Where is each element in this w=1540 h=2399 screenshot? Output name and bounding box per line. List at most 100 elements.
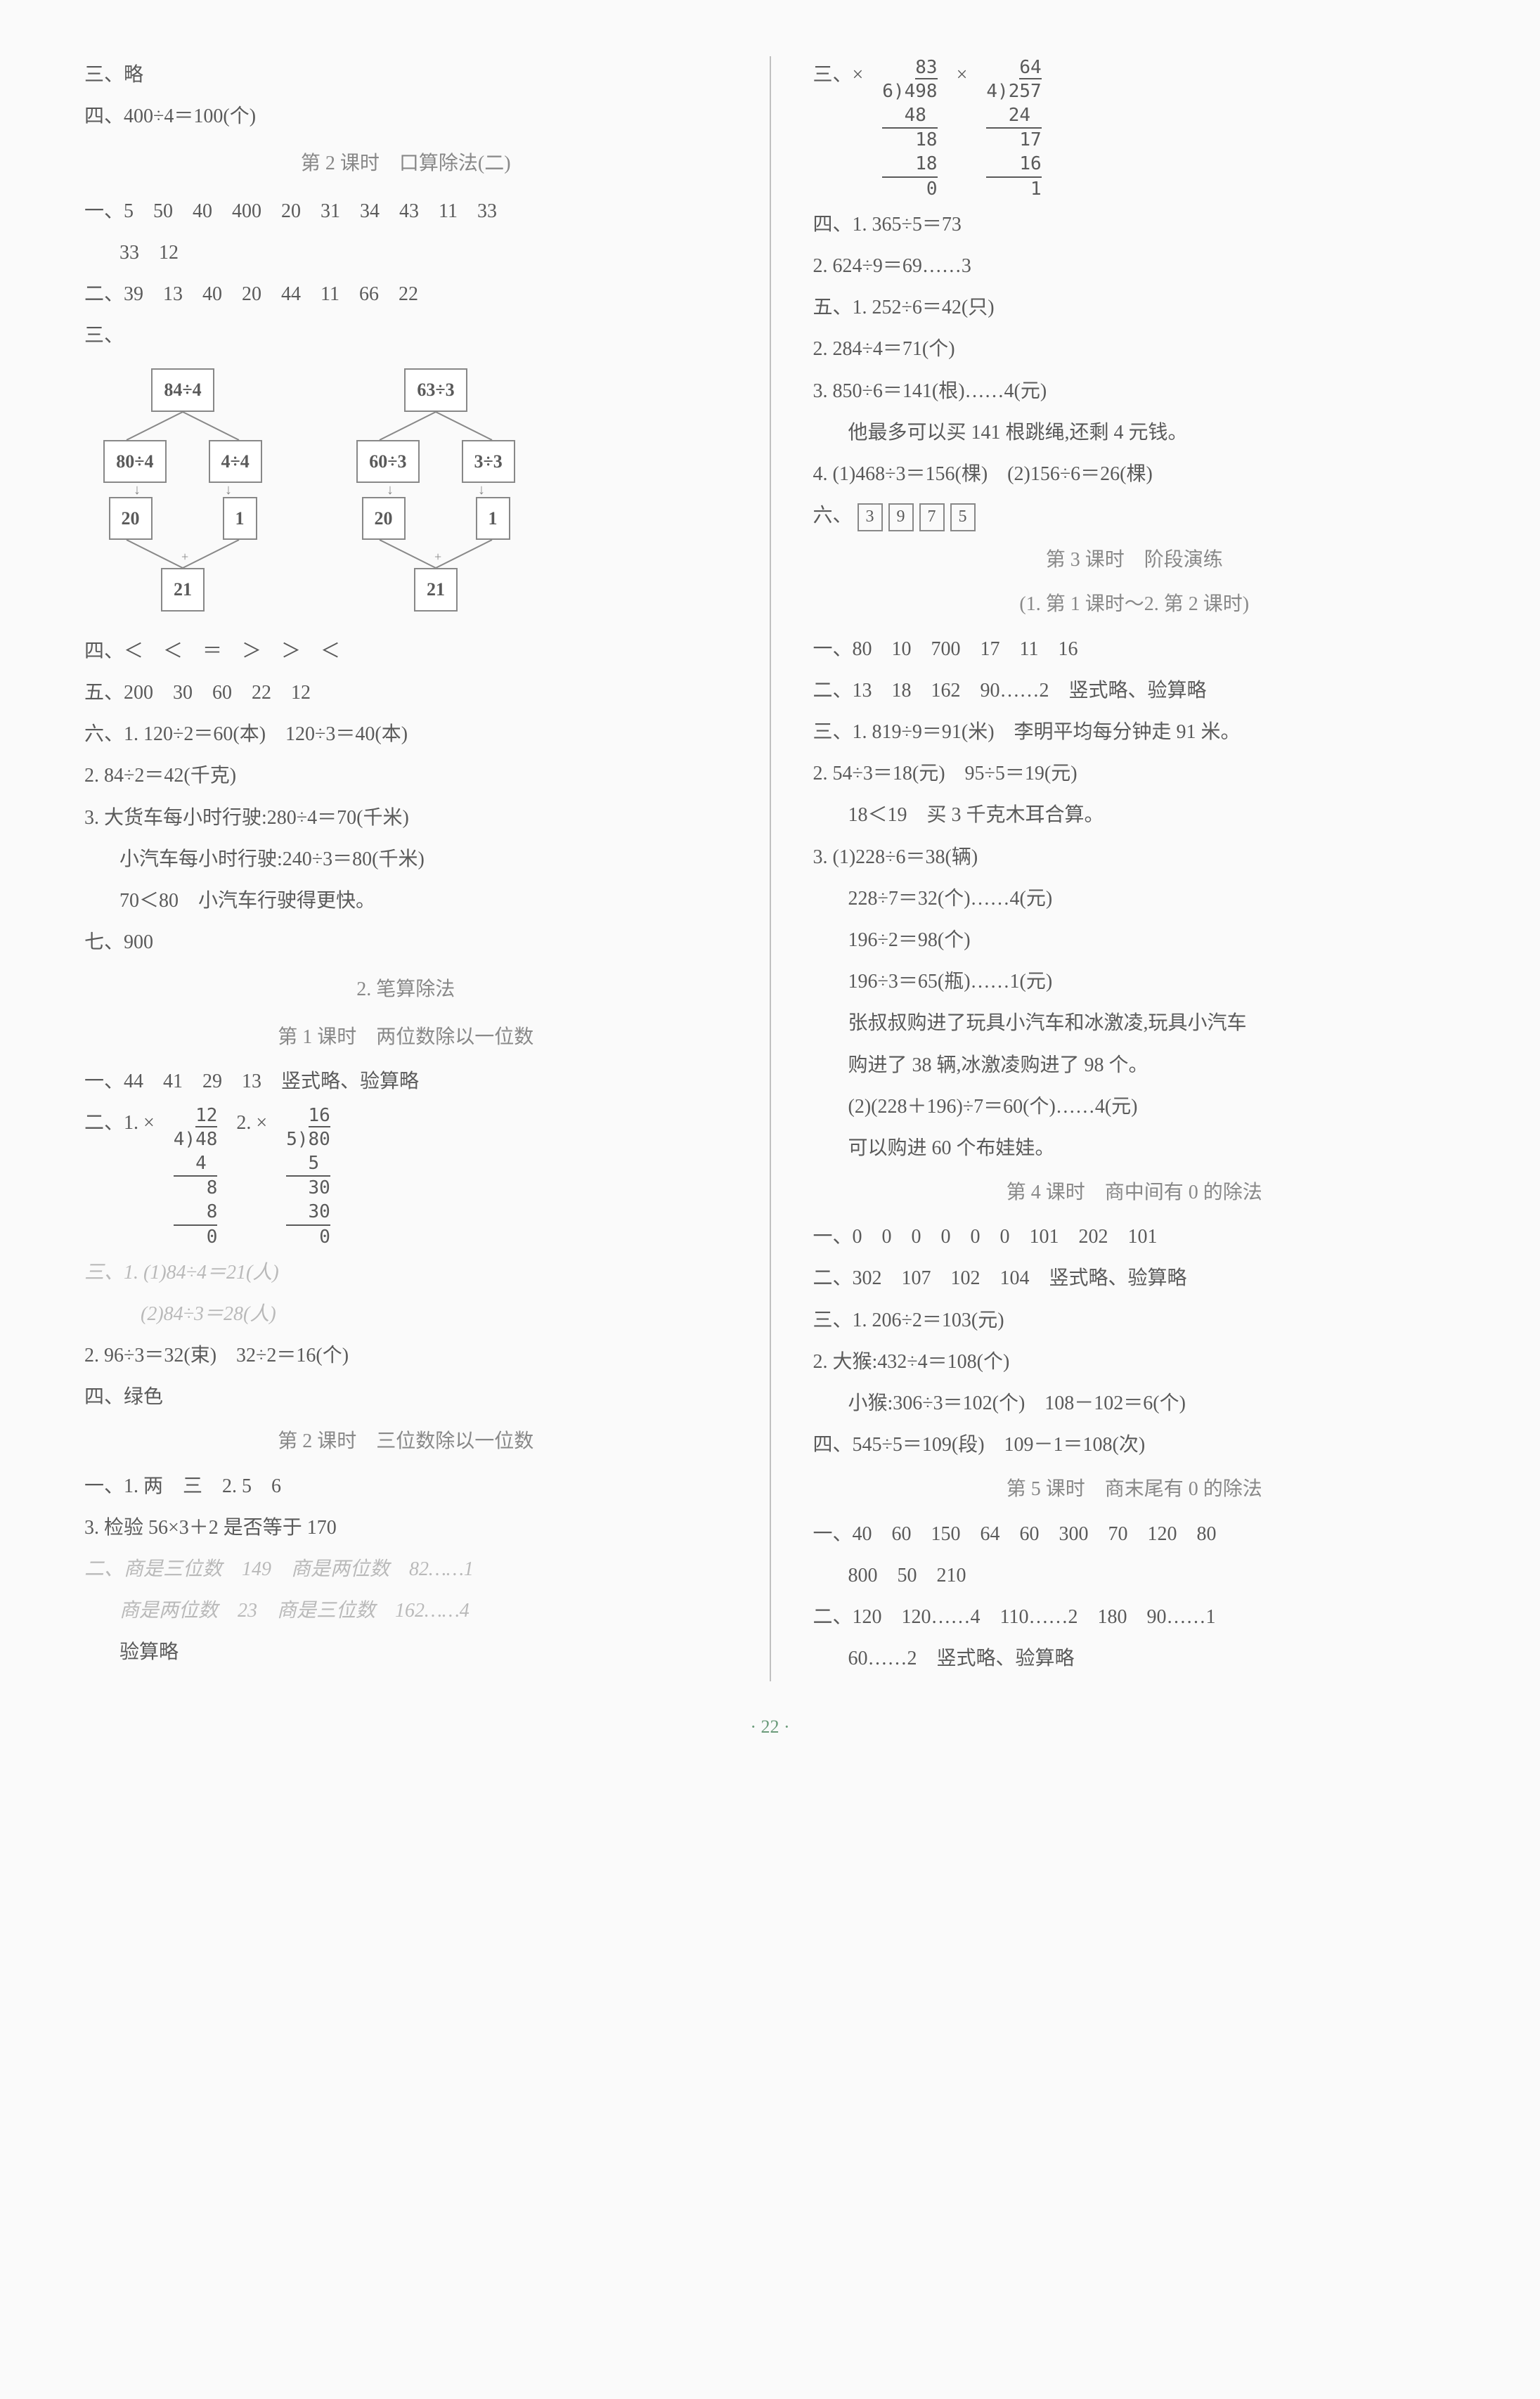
text-line: 张叔叔购进了玩具小汽车和冰激凌,玩具小汽车 bbox=[813, 1004, 1456, 1042]
text-line: 六、1. 120÷2＝60(本) 120÷3＝40(本) bbox=[84, 716, 727, 753]
text-line: 2. 54÷3＝18(元) 95÷5＝19(元) bbox=[813, 755, 1456, 792]
digit-box: 9 bbox=[888, 503, 914, 531]
text-line: 商是两位数 23 商是三位数 162……4 bbox=[84, 1592, 727, 1629]
text-line: 三、1. 206÷2＝103(元) bbox=[813, 1302, 1456, 1339]
long-division-row: 二、1. × 12 4)48 4 8 8 0 2. × 16 5)80 5 30… bbox=[84, 1104, 727, 1250]
dividend: 257 bbox=[1009, 81, 1042, 102]
text-line: 二、302 107 102 104 竖式略、验算略 bbox=[813, 1260, 1456, 1297]
step: 0 bbox=[926, 179, 938, 200]
step: 18 bbox=[915, 153, 937, 174]
connector-lines bbox=[84, 412, 281, 440]
text-line: 购进了 38 辆,冰激凌购进了 98 个。 bbox=[813, 1047, 1456, 1084]
column-divider bbox=[770, 56, 771, 1681]
text-line: 一、44 41 29 13 竖式略、验算略 bbox=[84, 1063, 727, 1100]
step: 0 bbox=[319, 1227, 330, 1248]
text-line: 七、900 bbox=[84, 924, 727, 961]
step: 8 bbox=[207, 1201, 218, 1222]
diagram-box: 4÷4 bbox=[209, 440, 262, 483]
quotient: 64 bbox=[1019, 57, 1041, 79]
text-line: 2. 96÷3＝32(束) 32÷2＝16(个) bbox=[84, 1337, 727, 1374]
text-label: × bbox=[957, 64, 968, 86]
text-line: 三、 bbox=[84, 317, 727, 354]
dividend: 498 bbox=[905, 81, 938, 102]
step: 4 bbox=[195, 1153, 207, 1174]
right-column: 三、× 83 6)498 48 18 18 0 × 64 4)257 24 17… bbox=[813, 56, 1456, 1681]
text-line: 四、400÷4＝100(个) bbox=[84, 98, 727, 135]
text-line: 五、200 30 60 22 12 bbox=[84, 674, 727, 711]
text-line: 三、1. (1)84÷4＝21(人) bbox=[84, 1254, 727, 1291]
arrow-down-icon: ↓ bbox=[225, 483, 232, 497]
long-division-3: 83 6)498 48 18 18 0 bbox=[882, 56, 937, 202]
text-line: 二、120 120……4 110……2 180 90……1 bbox=[813, 1598, 1456, 1636]
text-line: 一、40 60 150 64 60 300 70 120 80 bbox=[813, 1515, 1456, 1553]
text-line: 五、1. 252÷6＝42(只) bbox=[813, 289, 1456, 326]
text-line: 小汽车每小时行驶:240÷3＝80(千米) bbox=[84, 841, 727, 878]
text-line: 他最多可以买 141 根跳绳,还剩 4 元钱。 bbox=[813, 414, 1456, 451]
text-label: 三、× bbox=[813, 64, 864, 86]
text-line: 228÷7＝32(个)……4(元) bbox=[813, 880, 1456, 917]
long-division-1: 12 4)48 4 8 8 0 bbox=[174, 1104, 218, 1250]
digit-box: 3 bbox=[858, 503, 883, 531]
text-line: 三、1. 819÷9＝91(米) 李明平均每分钟走 91 米。 bbox=[813, 713, 1456, 751]
text-line: 小猴:306÷3＝102(个) 108－102＝6(个) bbox=[813, 1385, 1456, 1422]
text-line: 3. 850÷6＝141(根)……4(元) bbox=[813, 373, 1456, 410]
svg-text:+: + bbox=[181, 550, 188, 564]
diagram-box: 20 bbox=[109, 497, 153, 540]
lesson-heading: 第 4 课时 商中间有 0 的除法 bbox=[813, 1174, 1456, 1211]
step: 0 bbox=[207, 1227, 218, 1248]
text-line: 2. 284÷4＝71(个) bbox=[813, 330, 1456, 368]
page-number: · 22 · bbox=[84, 1709, 1456, 1744]
lesson-heading: 第 1 课时 两位数除以一位数 bbox=[84, 1019, 727, 1056]
diagram-box: 21 bbox=[414, 568, 458, 611]
lesson-sub-heading: (1. 第 1 课时～2. 第 2 课时) bbox=[813, 586, 1456, 623]
diagram-box: 84÷4 bbox=[151, 368, 214, 411]
step: 17 bbox=[1019, 129, 1041, 150]
arrow-down-icon: ↓ bbox=[478, 483, 485, 497]
diagram-box: 1 bbox=[223, 497, 257, 540]
step: 1 bbox=[1030, 179, 1042, 200]
tree-diagrams: 84÷4 80÷4 4÷4 ↓↓ 20 1 + 21 63÷3 60 bbox=[84, 368, 727, 612]
svg-text:+: + bbox=[434, 550, 441, 564]
diagram-box: 1 bbox=[476, 497, 510, 540]
diagram-box: 60÷3 bbox=[356, 440, 419, 483]
step: 16 bbox=[1019, 153, 1041, 174]
text-line: 4. (1)468÷3＝156(棵) (2)156÷6＝26(棵) bbox=[813, 455, 1456, 493]
connector-lines: + bbox=[84, 540, 281, 568]
text-line: 2. 624÷9＝69……3 bbox=[813, 247, 1456, 285]
text-line: 四、1. 365÷5＝73 bbox=[813, 206, 1456, 243]
long-division-4: 64 4)257 24 17 16 1 bbox=[986, 56, 1041, 202]
divisor: 4 bbox=[986, 81, 997, 102]
text-line: (2)84÷3＝28(人) bbox=[84, 1295, 727, 1333]
long-division-row: 三、× 83 6)498 48 18 18 0 × 64 4)257 24 17… bbox=[813, 56, 1456, 202]
text-line: 2. 大猴:432÷4＝108(个) bbox=[813, 1343, 1456, 1380]
text-line: 验算略 bbox=[84, 1634, 727, 1671]
diagram-box: 80÷4 bbox=[103, 440, 166, 483]
lesson-heading: 第 3 课时 阶段演练 bbox=[813, 541, 1456, 578]
text-line: 3. 大货车每小时行驶:280÷4＝70(千米) bbox=[84, 799, 727, 836]
page-container: 三、略 四、400÷4＝100(个) 第 2 课时 口算除法(二) 一、5 50… bbox=[84, 56, 1456, 1681]
diagram-box: 21 bbox=[161, 568, 205, 611]
text-line: 四、＜ ＜ ＝ ＞ ＞ ＜ bbox=[84, 633, 727, 670]
digit-box: 7 bbox=[919, 503, 945, 531]
text-line: 196÷2＝98(个) bbox=[813, 922, 1456, 959]
text-line: 3. 检验 56×3＋2 是否等于 170 bbox=[84, 1509, 727, 1546]
text-line: (2)(228＋196)÷7＝60(个)……4(元) bbox=[813, 1088, 1456, 1125]
text-line: 一、5 50 40 400 20 31 34 43 11 33 bbox=[84, 193, 727, 230]
divisor: 6 bbox=[882, 81, 893, 102]
quotient: 12 bbox=[195, 1105, 217, 1127]
diagram-box: 63÷3 bbox=[404, 368, 467, 411]
text-label: 2. × bbox=[236, 1112, 267, 1134]
digit-box-row: 六、 3 9 7 5 bbox=[813, 497, 1456, 534]
text-line: 四、绿色 bbox=[84, 1378, 727, 1416]
step: 30 bbox=[309, 1177, 330, 1198]
diagram-box: 3÷3 bbox=[462, 440, 515, 483]
quotient: 16 bbox=[309, 1105, 330, 1127]
arrow-down-icon: ↓ bbox=[387, 483, 394, 497]
text-label: 二、1. × bbox=[84, 1112, 155, 1134]
divisor: 4 bbox=[174, 1129, 185, 1150]
text-line: 一、0 0 0 0 0 0 101 202 101 bbox=[813, 1218, 1456, 1255]
tree-diagram-1: 84÷4 80÷4 4÷4 ↓↓ 20 1 + 21 bbox=[84, 368, 281, 612]
text-line: 800 50 210 bbox=[813, 1557, 1456, 1594]
step: 30 bbox=[309, 1201, 330, 1222]
digit-box: 5 bbox=[950, 503, 976, 531]
